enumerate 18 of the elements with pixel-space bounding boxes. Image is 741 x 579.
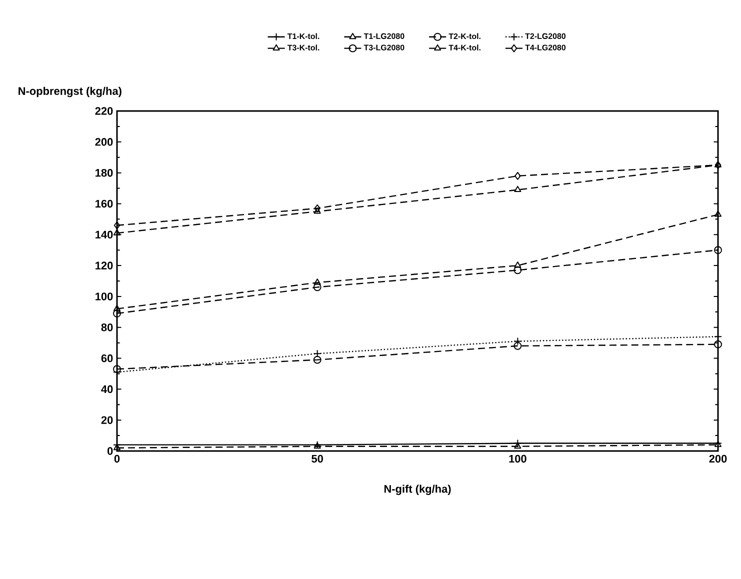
y-tick-label: 120	[96, 262, 113, 270]
y-tick-label: 20	[101, 416, 113, 424]
y-tick-label: 220	[95, 107, 113, 115]
y-tick-label: 0	[107, 447, 113, 455]
y-tick-label: 200	[95, 138, 113, 146]
y-tick-label: 60	[101, 354, 113, 362]
x-axis-title: N-gift (kg/ha)	[384, 484, 451, 496]
x-tick-label: 0	[114, 454, 120, 463]
x-tick-label: 200	[709, 454, 727, 463]
y-tick-label: 140	[96, 230, 113, 239]
y-tick-label: 40	[101, 385, 113, 394]
y-tick-label: 180	[96, 168, 113, 177]
x-tick-label: 100	[509, 454, 526, 463]
y-tick-label: 160	[96, 200, 113, 208]
y-tick-label: 80	[101, 323, 113, 332]
y-axis-title: N-opbrengst (kg/ha)	[18, 86, 122, 98]
x-tick-label: 50	[312, 454, 323, 463]
y-tick-label: 100	[96, 292, 113, 300]
